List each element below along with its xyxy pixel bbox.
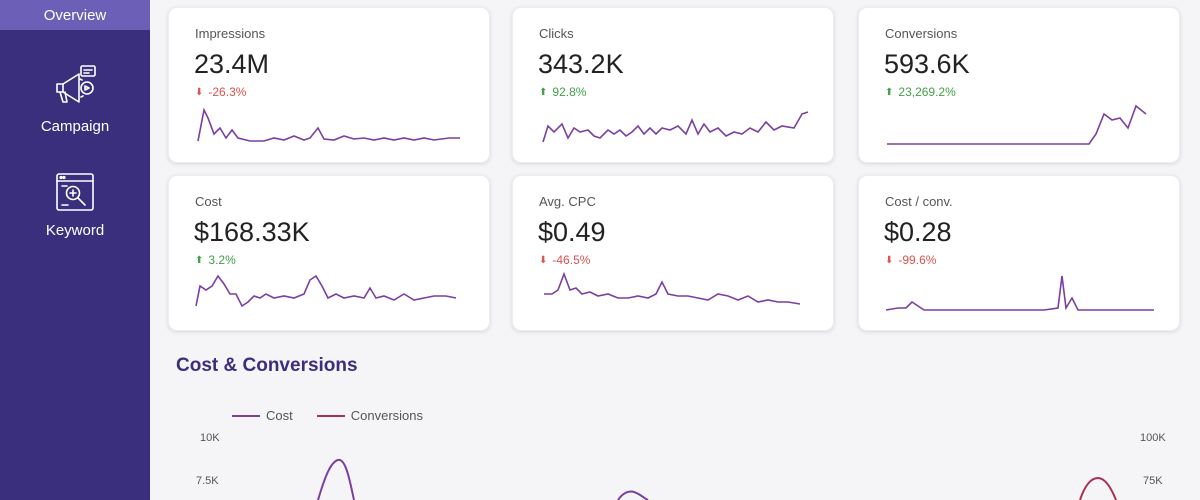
metric-change: ⬆ 92.8%: [539, 85, 586, 99]
metric-change: ⬇ -99.6%: [885, 253, 936, 267]
keyword-search-icon: [56, 173, 94, 211]
metric-label: Cost: [195, 194, 222, 209]
metric-card-conversions[interactable]: Conversions 593.6K ⬆ 23,269.2%: [858, 7, 1180, 163]
metric-change: ⬇ -26.3%: [195, 85, 246, 99]
metric-card-impressions[interactable]: Impressions 23.4M ⬇ -26.3%: [168, 7, 490, 163]
sidebar-item-keyword[interactable]: Keyword: [0, 170, 150, 239]
sidebar-item-campaign[interactable]: Campaign: [0, 62, 150, 135]
sidebar-item-label: Campaign: [40, 118, 110, 135]
metric-card-clicks[interactable]: Clicks 343.2K ⬆ 92.8%: [512, 7, 834, 163]
chart-section-title: Cost & Conversions: [176, 355, 358, 376]
series-line-cost: [317, 459, 355, 500]
sidebar-item-overview-label: Overview: [43, 6, 107, 24]
sidebar-item-label: Keyword: [45, 222, 105, 239]
sparkline-chart: [887, 104, 1147, 145]
metric-label: Conversions: [885, 26, 958, 41]
sidebar: Overview Campaign Keyword: [0, 0, 150, 500]
sparkline-chart: [544, 272, 801, 305]
metric-change-value: -46.5%: [552, 253, 591, 267]
legend-label: Cost: [266, 408, 293, 423]
metric-change-value: -99.6%: [898, 253, 937, 267]
metric-label: Avg. CPC: [539, 194, 596, 209]
legend-entry-cost[interactable]: Cost: [232, 408, 293, 423]
metric-value: $168.33K: [194, 217, 310, 247]
legend-entry-conversions[interactable]: Conversions: [316, 408, 423, 423]
metric-value: $0.49: [538, 217, 606, 247]
metric-change: ⬆ 23,269.2%: [885, 85, 956, 99]
arrow-up-icon: ⬆: [195, 254, 204, 266]
metric-change-value: 3.2%: [208, 253, 236, 267]
sidebar-item-overview[interactable]: Overview: [0, 0, 150, 30]
metric-card-cost-per-conv[interactable]: Cost / conv. $0.28 ⬇ -99.6%: [858, 175, 1180, 331]
metric-label: Impressions: [195, 26, 266, 41]
y-axis-right-tick: 75K: [1143, 475, 1163, 487]
arrow-down-icon: ⬇: [539, 254, 548, 266]
metric-change: ⬆ 3.2%: [195, 253, 236, 267]
arrow-up-icon: ⬆: [539, 86, 548, 98]
y-axis-left-tick: 7.5K: [196, 475, 219, 487]
arrow-up-icon: ⬆: [885, 86, 894, 98]
legend-label: Conversions: [350, 408, 423, 423]
sparkline-chart: [195, 274, 457, 308]
metric-value: $0.28: [884, 217, 952, 247]
series-line-cost: [617, 490, 649, 500]
metric-value: 23.4M: [194, 49, 270, 79]
legend-swatch: [316, 414, 345, 417]
series-line-conversions: [1079, 476, 1117, 500]
sparkline-chart: [542, 111, 809, 143]
metric-card-avg-cpc[interactable]: Avg. CPC $0.49 ⬇ -46.5%: [512, 175, 834, 331]
metric-card-cost[interactable]: Cost $168.33K ⬆ 3.2%: [168, 175, 490, 331]
sparkline-chart: [197, 107, 460, 142]
metric-label: Cost / conv.: [885, 194, 953, 209]
legend-swatch: [232, 414, 260, 417]
metric-value: 593.6K: [884, 49, 970, 79]
metric-change-value: 92.8%: [552, 85, 587, 99]
metric-change: ⬇ -46.5%: [539, 253, 590, 267]
megaphone-icon: [56, 65, 96, 103]
metric-value: 343.2K: [538, 49, 624, 79]
arrow-down-icon: ⬇: [195, 86, 204, 98]
arrow-down-icon: ⬇: [885, 254, 894, 266]
y-axis-right-tick: 100K: [1140, 432, 1166, 444]
metric-change-value: -26.3%: [208, 85, 247, 99]
chart-legend: Cost Conversions: [232, 408, 447, 423]
metric-change-value: 23,269.2%: [898, 85, 956, 99]
sparkline-chart: [885, 275, 1154, 311]
y-axis-left-tick: 10K: [200, 432, 220, 444]
metric-label: Clicks: [539, 26, 574, 41]
